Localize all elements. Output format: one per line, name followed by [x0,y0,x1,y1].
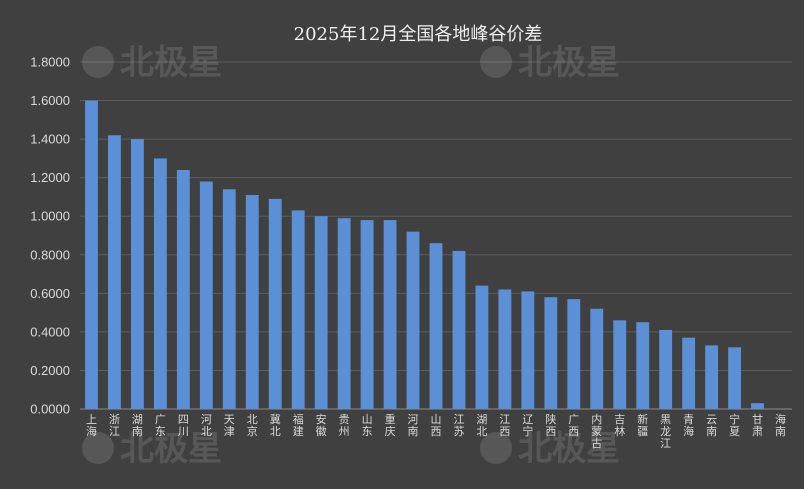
x-tick-label: 河南 [408,413,419,438]
watermark-logo-icon [480,432,512,464]
x-tick-label: 甘肃 [752,413,763,438]
x-tick-label: 上海 [86,413,97,438]
x-tick-label: 河北 [201,413,212,438]
bar [636,322,650,409]
bar [498,289,512,409]
bar [659,329,673,409]
bar [728,347,742,409]
bar [613,320,627,409]
x-tick-label: 北京 [247,413,258,438]
watermark-logo-icon [82,432,114,464]
x-tick-label: 四川 [178,413,189,438]
watermark-text: 北极星 [518,429,620,469]
watermark-text: 北极星 [120,43,222,83]
x-tick-label: 广西 [568,413,579,438]
y-tick-label: 1.6000 [30,93,70,108]
bar [268,198,282,409]
watermark: 北极星 [480,43,620,83]
y-tick-label: 1.4000 [30,132,70,147]
bar [475,285,489,409]
y-tick-label: 0.2000 [30,363,70,378]
x-tick-label: 湖北 [476,413,487,438]
bar [360,220,374,409]
x-tick-label: 天津 [224,413,235,438]
x-tick-label: 冀北 [270,412,281,438]
bar [590,308,604,409]
x-tick-label: 海南 [775,412,786,438]
x-tick-label: 陕西 [545,412,556,438]
y-tick-label: 0.6000 [30,286,70,301]
x-axis-ticks: 上海浙江湖南广东四川河北天津北京冀北福建安徽贵州山东重庆河南山西江苏湖北江西辽宁… [86,412,786,450]
watermark-text: 北极星 [518,43,620,83]
x-tick-label: 吉林 [614,413,625,438]
y-tick-label: 1.8000 [30,55,70,70]
x-tick-label: 广东 [155,413,166,438]
bar [751,403,764,409]
bar [291,210,305,409]
bar [245,195,259,409]
watermark: 北极星 [82,429,222,469]
y-axis-ticks: 0.0000 0.2000 0.4000 0.6000 0.8000 1.0000 1.20… [30,55,70,417]
watermark-logo-icon [480,46,512,78]
x-tick-label: 浙江 [109,413,120,438]
x-tick-label: 安徽 [316,412,327,438]
watermark-text: 北极星 [120,429,222,469]
bar [429,243,443,409]
x-tick-label: 内蒙古 [591,412,602,450]
gridlines [80,61,792,410]
bar [567,299,581,409]
bar [130,139,144,409]
bar [452,250,466,409]
x-tick-label: 山东 [362,413,373,438]
bar [199,181,213,409]
bar [176,169,190,409]
x-tick-label: 贵州 [339,413,350,438]
bar [108,135,121,409]
chart-title: 2025年12月全国各地峰谷价差 [294,24,543,45]
x-tick-label: 重庆 [385,412,396,438]
x-tick-label: 黑龙江 [660,413,671,450]
bar [85,100,98,410]
watermark: 北极星 [82,43,222,83]
bar [337,218,351,409]
y-tick-label: 0.0000 [30,402,70,417]
bar [521,291,535,409]
x-tick-label: 宁夏 [729,412,740,438]
watermark-logo-icon [82,46,114,78]
y-tick-label: 1.2000 [30,170,70,185]
y-tick-label: 1.0000 [30,209,70,224]
bar [314,216,328,409]
x-tick-label: 福建 [293,412,304,438]
x-tick-label: 青海 [683,413,694,438]
watermark: 北极星 [480,429,620,469]
bar [222,189,236,409]
bar [383,220,397,409]
x-tick-label: 辽宁 [522,413,533,438]
y-tick-label: 0.8000 [30,247,70,262]
x-tick-label: 山西 [431,413,442,438]
x-tick-label: 江西 [499,413,510,438]
bar [406,231,420,409]
x-tick-label: 湖南 [132,413,143,438]
x-tick-label: 云南 [706,413,717,438]
x-tick-label: 新疆 [637,412,648,438]
x-tick-label: 江苏 [453,413,464,438]
bar [682,337,696,409]
bar [705,345,719,409]
bars [85,100,764,410]
y-tick-label: 0.4000 [30,324,70,339]
bar [153,158,167,409]
bar [544,297,558,409]
